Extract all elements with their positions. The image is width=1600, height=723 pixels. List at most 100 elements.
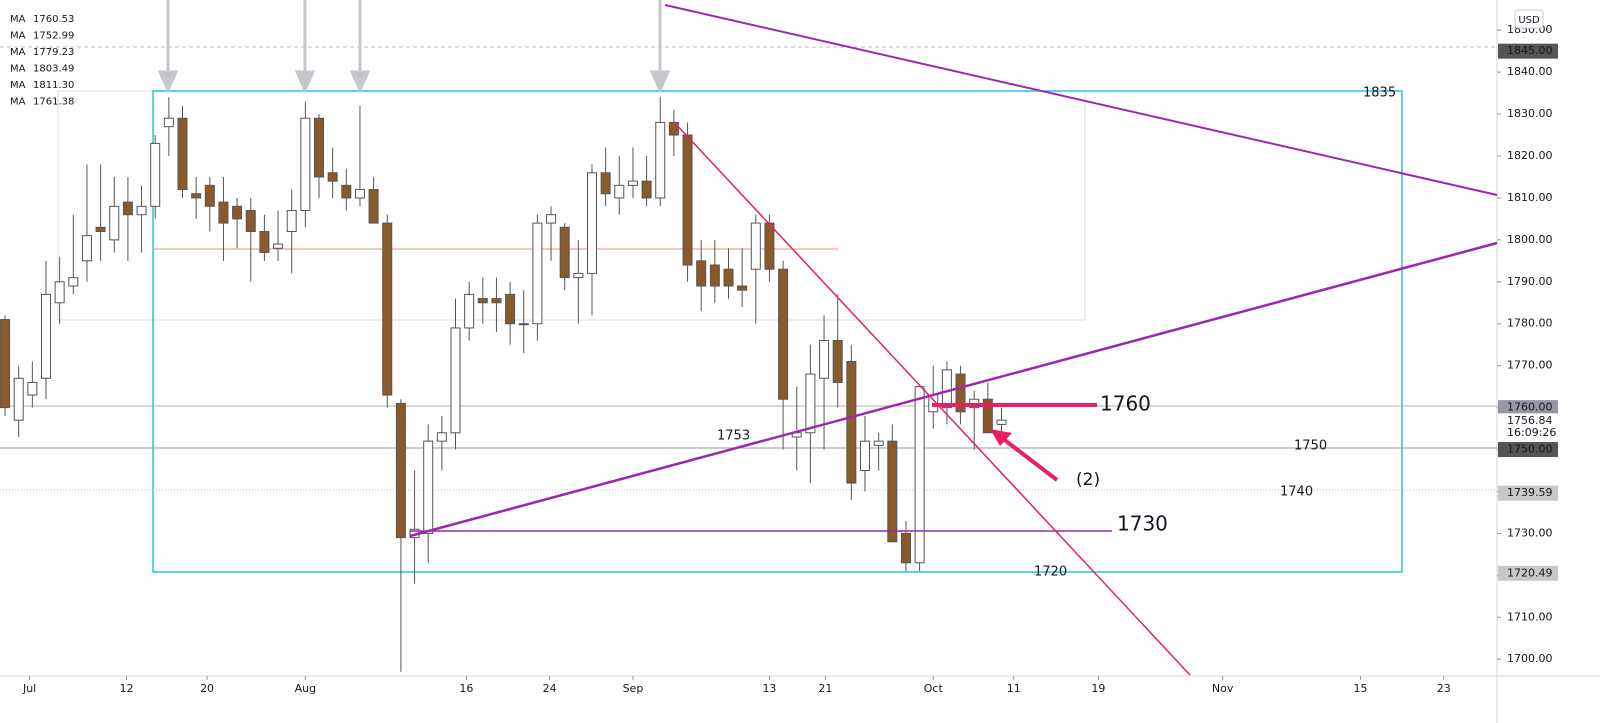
candle-body xyxy=(887,440,898,543)
y-tick-label: 1830.00 xyxy=(1507,107,1553,120)
x-tick-label: 20 xyxy=(200,682,214,695)
candle-body xyxy=(832,340,843,383)
candle-body xyxy=(41,293,52,379)
candle-body xyxy=(491,298,502,304)
candle-body xyxy=(382,222,393,396)
candle-body xyxy=(300,117,311,212)
candle-body xyxy=(477,298,488,304)
candle-body xyxy=(723,268,734,287)
axes: 1700.001710.001720.001730.001740.001750.… xyxy=(10,14,1558,695)
candle-body xyxy=(750,222,761,270)
arrow-head xyxy=(294,70,316,94)
candle-body xyxy=(27,381,38,396)
x-tick-label: 12 xyxy=(120,682,134,695)
candle-body xyxy=(600,172,611,195)
candle-body xyxy=(505,293,516,325)
legend-name: MA xyxy=(10,80,26,91)
price-badge-label: 1760.00 xyxy=(1507,401,1553,414)
candle-body xyxy=(232,205,243,220)
candle-body xyxy=(368,189,379,224)
legend-value: 1811.30 xyxy=(33,80,74,91)
y-tick-label: 1700.00 xyxy=(1507,652,1553,665)
candle-body xyxy=(955,373,966,413)
price-badge xyxy=(1498,400,1558,416)
candle-body xyxy=(614,184,625,199)
price-badge xyxy=(1498,43,1558,59)
annotation: 1835 xyxy=(1363,86,1396,101)
candle-body xyxy=(641,180,652,199)
currency: USD xyxy=(1518,15,1540,26)
candle-body xyxy=(696,260,707,287)
y-tick-label: 1810.00 xyxy=(1507,191,1553,204)
y-tick-label: 1800.00 xyxy=(1507,233,1553,246)
candle-body xyxy=(914,386,925,564)
price-badge-label: 1720.49 xyxy=(1507,566,1553,579)
candle-body xyxy=(627,180,638,186)
candle-body xyxy=(532,222,543,325)
price-badge xyxy=(1498,565,1558,581)
trend-line xyxy=(664,4,1498,196)
price-badge-label: 1845.00 xyxy=(1507,44,1553,57)
candle-body xyxy=(95,226,106,232)
candle-body xyxy=(177,117,188,191)
trend-line xyxy=(409,241,1498,538)
x-tick-label: Aug xyxy=(295,682,316,695)
candle-body xyxy=(341,184,352,199)
x-tick-label: Oct xyxy=(924,682,944,695)
candle-body xyxy=(941,369,952,409)
legend-value: 1803.49 xyxy=(33,64,74,75)
price-badge-label: 1739.59 xyxy=(1507,486,1553,499)
price-badge-label: 1750.00 xyxy=(1507,443,1553,456)
candle-body xyxy=(846,360,857,484)
pointer-head xyxy=(990,429,1012,446)
x-tick-label: Nov xyxy=(1212,682,1234,695)
legend-value: 1761.38 xyxy=(33,97,74,108)
price-badge xyxy=(1498,413,1558,440)
overlay xyxy=(409,4,1498,676)
annotation: (2) xyxy=(1076,470,1100,490)
candle-body xyxy=(518,323,529,326)
x-tick-label: 16 xyxy=(459,682,473,695)
annotation: 1753 xyxy=(717,429,750,444)
range-box xyxy=(152,90,1403,573)
candle-body xyxy=(259,230,270,253)
y-tick-label: 1730.00 xyxy=(1507,526,1553,539)
x-tick-label: 15 xyxy=(1353,682,1367,695)
candle-body xyxy=(805,373,816,434)
legend-name: MA xyxy=(10,47,26,58)
candle-body xyxy=(273,243,284,249)
candle-body xyxy=(587,172,598,274)
candle-body xyxy=(996,419,1007,425)
y-tick-label: 1710.00 xyxy=(1507,610,1553,623)
x-tick-label: Sep xyxy=(623,682,644,695)
x-tick-label: 24 xyxy=(543,682,557,695)
x-tick-label: 11 xyxy=(1007,682,1021,695)
candle-body xyxy=(395,402,406,539)
candle-body xyxy=(464,293,475,329)
drawings xyxy=(0,0,1497,573)
candle-body xyxy=(764,222,775,270)
y-tick-label: 1770.00 xyxy=(1507,359,1553,372)
legend-value: 1752.99 xyxy=(33,31,74,42)
candle-body xyxy=(709,264,720,287)
candle-body xyxy=(191,193,202,199)
price-badge xyxy=(1498,442,1558,458)
arrow-head xyxy=(157,70,179,94)
annotation: 1730 xyxy=(1117,512,1168,536)
candle-body xyxy=(819,340,830,379)
legend-value: 1779.23 xyxy=(33,47,74,58)
candle-body xyxy=(860,440,871,472)
candle-body xyxy=(122,201,133,216)
legend-name: MA xyxy=(10,31,26,42)
price-badge-label: 1756.84 xyxy=(1507,414,1553,427)
legend-value: 1760.53 xyxy=(33,14,74,25)
candle-body xyxy=(873,440,884,446)
annotation: 1760 xyxy=(1100,392,1151,416)
y-tick-label: 1780.00 xyxy=(1507,317,1553,330)
annotation: 1750 xyxy=(1294,439,1327,454)
candles xyxy=(0,97,1007,672)
x-tick-label: 23 xyxy=(1437,682,1451,695)
annotation: 1740 xyxy=(1280,485,1313,500)
